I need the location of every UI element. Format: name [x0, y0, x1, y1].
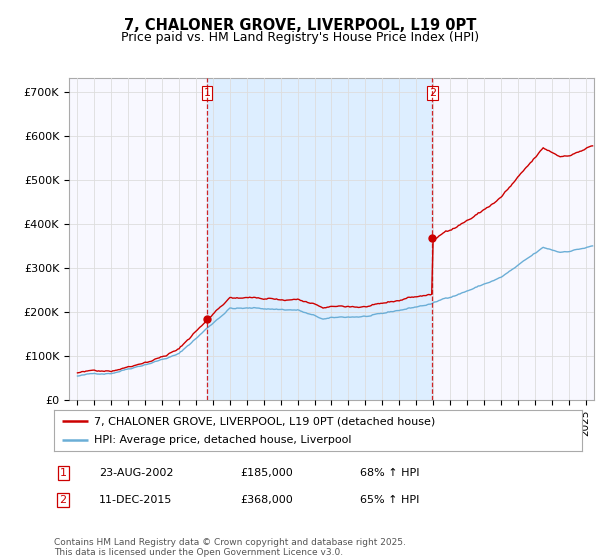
Text: 7, CHALONER GROVE, LIVERPOOL, L19 0PT: 7, CHALONER GROVE, LIVERPOOL, L19 0PT [124, 18, 476, 33]
Text: 7, CHALONER GROVE, LIVERPOOL, L19 0PT (detached house): 7, CHALONER GROVE, LIVERPOOL, L19 0PT (d… [94, 417, 435, 426]
Text: 1: 1 [59, 468, 67, 478]
Text: 2: 2 [429, 88, 436, 98]
Text: HPI: Average price, detached house, Liverpool: HPI: Average price, detached house, Live… [94, 435, 351, 445]
Text: 11-DEC-2015: 11-DEC-2015 [99, 494, 172, 505]
Text: £185,000: £185,000 [240, 468, 293, 478]
Text: £368,000: £368,000 [240, 494, 293, 505]
Text: 68% ↑ HPI: 68% ↑ HPI [360, 468, 419, 478]
Bar [208, 78, 433, 400]
Text: 1: 1 [204, 88, 211, 98]
Text: 2: 2 [59, 494, 67, 505]
Text: Contains HM Land Registry data © Crown copyright and database right 2025.
This d: Contains HM Land Registry data © Crown c… [54, 538, 406, 557]
Text: Price paid vs. HM Land Registry's House Price Index (HPI): Price paid vs. HM Land Registry's House … [121, 31, 479, 44]
Text: 23-AUG-2002: 23-AUG-2002 [99, 468, 173, 478]
Text: 65% ↑ HPI: 65% ↑ HPI [360, 494, 419, 505]
